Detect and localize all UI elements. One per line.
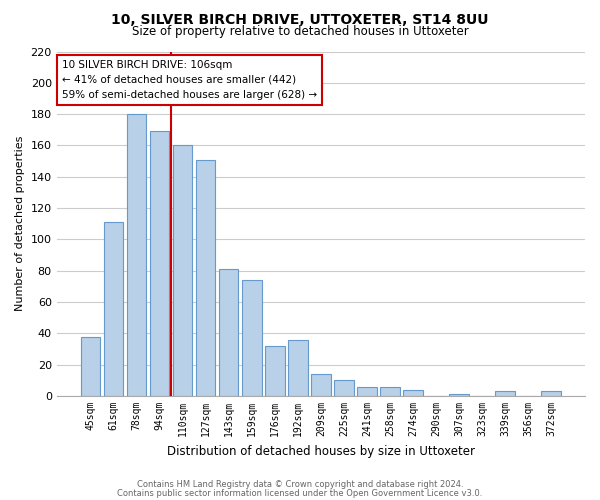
- Bar: [541, 392, 561, 396]
- Bar: [449, 394, 469, 396]
- Bar: [242, 280, 262, 396]
- Bar: [334, 380, 353, 396]
- Bar: [380, 386, 400, 396]
- Bar: [288, 340, 308, 396]
- Bar: [127, 114, 146, 396]
- Bar: [196, 160, 215, 396]
- Bar: [403, 390, 423, 396]
- Y-axis label: Number of detached properties: Number of detached properties: [15, 136, 25, 312]
- Bar: [150, 132, 169, 396]
- Bar: [104, 222, 123, 396]
- Bar: [173, 146, 193, 396]
- Text: Contains public sector information licensed under the Open Government Licence v3: Contains public sector information licen…: [118, 488, 482, 498]
- Bar: [357, 386, 377, 396]
- Text: Contains HM Land Registry data © Crown copyright and database right 2024.: Contains HM Land Registry data © Crown c…: [137, 480, 463, 489]
- Bar: [265, 346, 284, 396]
- Text: 10, SILVER BIRCH DRIVE, UTTOXETER, ST14 8UU: 10, SILVER BIRCH DRIVE, UTTOXETER, ST14 …: [111, 12, 489, 26]
- Text: Size of property relative to detached houses in Uttoxeter: Size of property relative to detached ho…: [131, 25, 469, 38]
- Bar: [311, 374, 331, 396]
- Bar: [80, 336, 100, 396]
- X-axis label: Distribution of detached houses by size in Uttoxeter: Distribution of detached houses by size …: [167, 444, 475, 458]
- Bar: [219, 269, 238, 396]
- Bar: [496, 392, 515, 396]
- Text: 10 SILVER BIRCH DRIVE: 106sqm
← 41% of detached houses are smaller (442)
59% of : 10 SILVER BIRCH DRIVE: 106sqm ← 41% of d…: [62, 60, 317, 100]
